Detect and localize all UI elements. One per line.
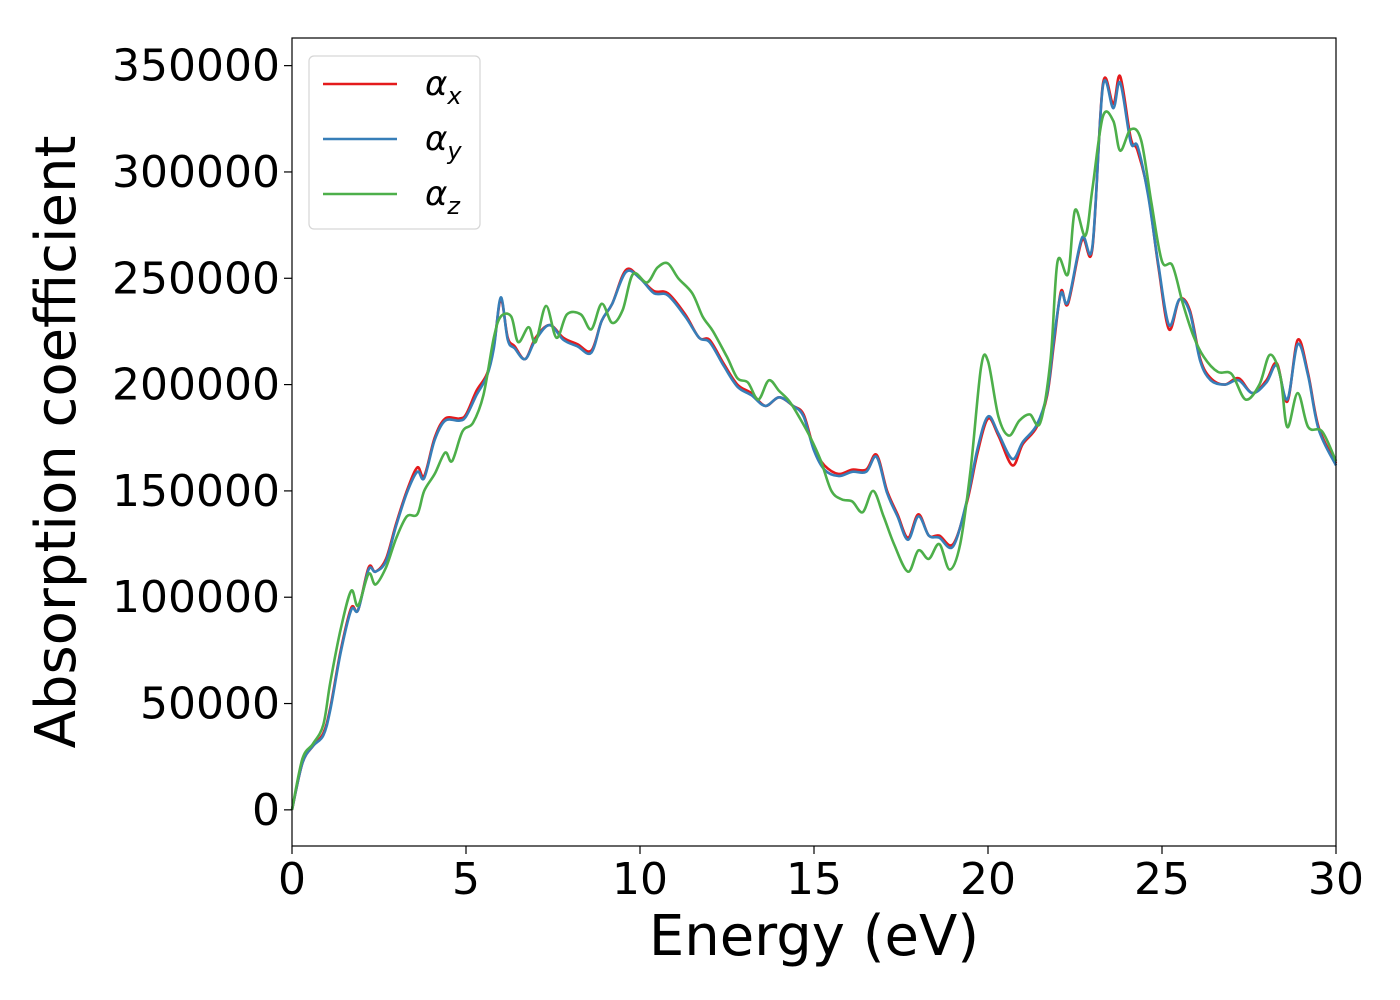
y-axis: 0 50000 100000 150000 200000 250000 300000 3500… <box>112 41 292 836</box>
legend-label-x: αx <box>425 64 462 110</box>
x-tick-label: 30 <box>1308 854 1364 905</box>
legend-label-y: αy <box>425 119 462 165</box>
series-line-y <box>290 79 1338 811</box>
x-tick-label: 10 <box>612 854 668 905</box>
y-tick-label: 200000 <box>112 360 280 411</box>
series-layer <box>290 74 1338 811</box>
y-tick-label: 150000 <box>112 466 280 517</box>
y-tick-label: 300000 <box>112 147 280 198</box>
y-tick-label: 350000 <box>112 41 280 92</box>
y-tick-label: 50000 <box>140 679 280 730</box>
x-tick-label: 5 <box>452 854 480 905</box>
x-tick-label: 0 <box>278 854 306 905</box>
x-tick-label: 25 <box>1134 854 1190 905</box>
x-tick-label: 15 <box>786 854 842 905</box>
y-tick-label: 100000 <box>112 572 280 623</box>
legend: αx αy αz <box>308 55 481 230</box>
y-tick-label: 0 <box>252 785 280 836</box>
y-tick-label: 250000 <box>112 253 280 304</box>
x-axis-title: Energy (eV) <box>649 904 979 969</box>
x-tick-label: 20 <box>960 854 1016 905</box>
series-line-z <box>290 110 1338 811</box>
y-axis-title: Absorption coefficient <box>24 136 89 749</box>
legend-box <box>308 55 481 230</box>
legend-label-z: αz <box>425 174 461 220</box>
x-axis: 0 5 10 15 20 25 30 <box>278 846 1364 905</box>
